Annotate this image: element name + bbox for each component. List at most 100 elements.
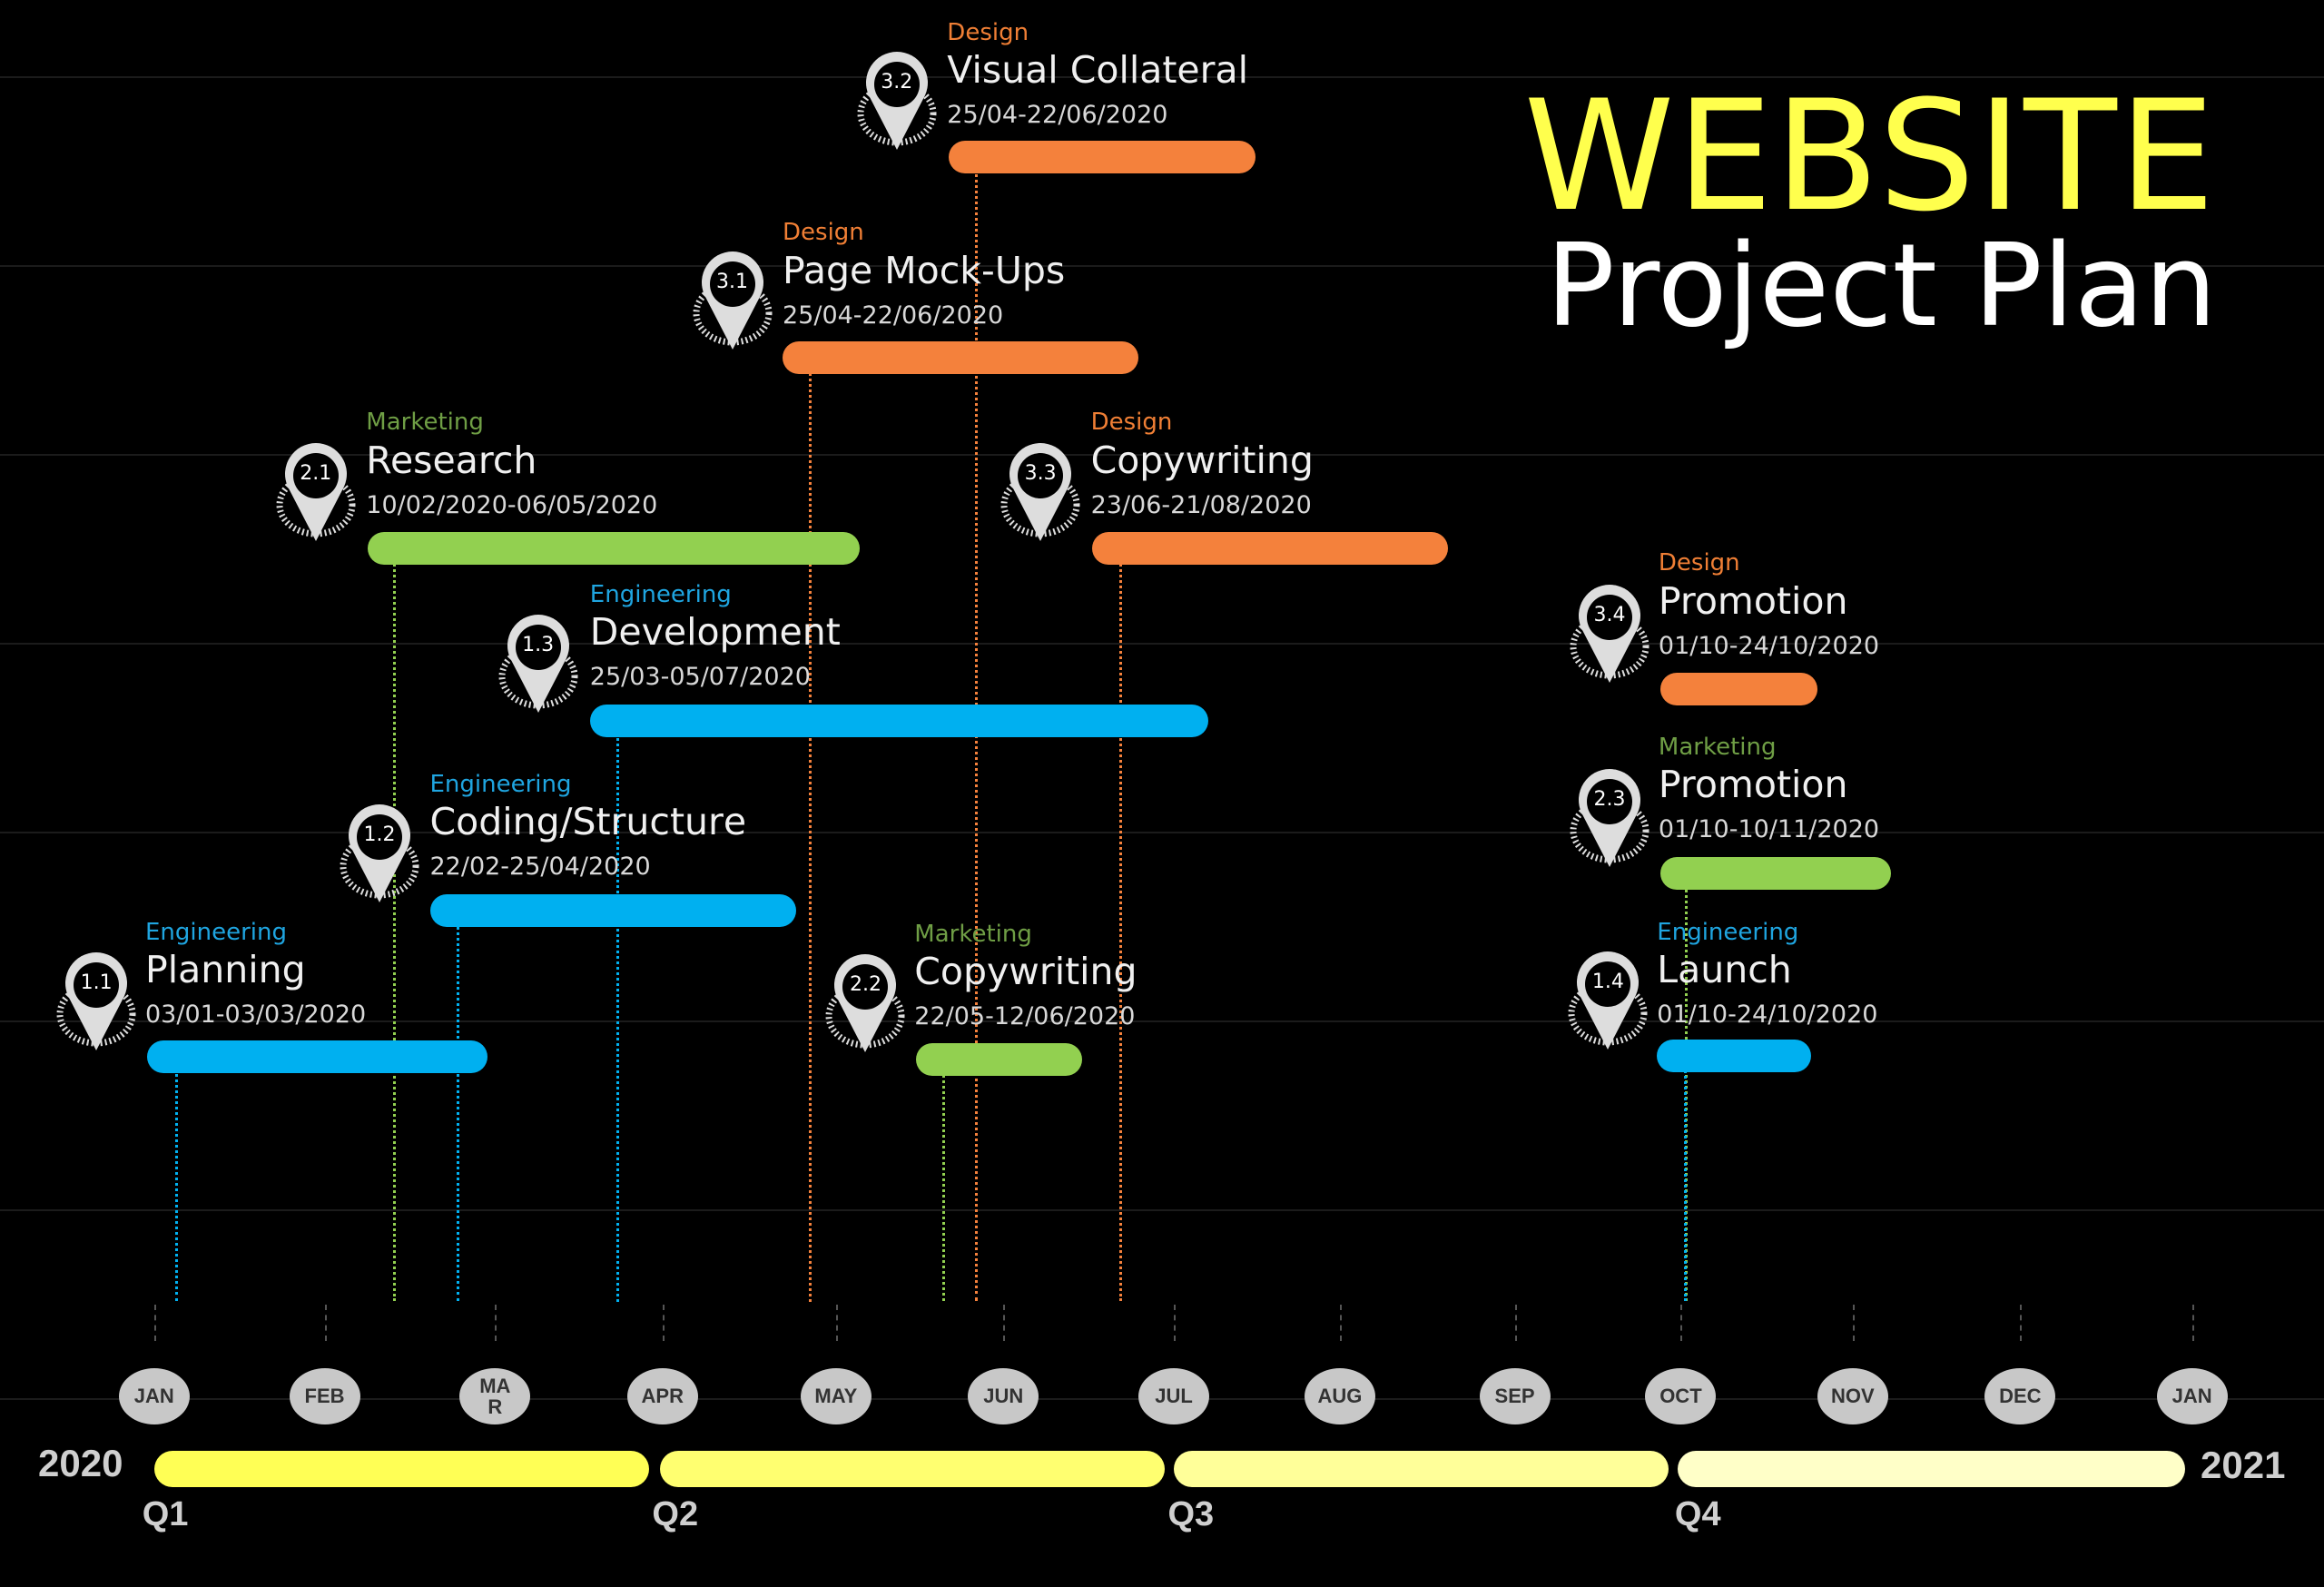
- task-dates: 10/02/2020-: [366, 490, 517, 519]
- task-dates-row: 22/05-12/06/2020: [914, 1000, 1135, 1033]
- task-dates-row: 25/04-22/06/2020: [947, 99, 1167, 132]
- task-category: Marketing: [914, 920, 1032, 948]
- task-title-row: Page Mock-Ups: [783, 248, 1066, 292]
- task-1.4-bar[interactable]: [1657, 1039, 1812, 1072]
- task-3.4-bar[interactable]: [1659, 673, 1817, 706]
- month-marker: SEP: [1479, 1367, 1551, 1424]
- task-dates-row: 10/02/2020- 06/05/2020: [366, 489, 657, 522]
- task-title: Research: [366, 438, 537, 482]
- task-3.3-bar[interactable]: [1092, 532, 1449, 566]
- month-tick: [2191, 1304, 2194, 1341]
- map-pin-icon: [339, 801, 420, 910]
- quarter-label: Q3: [1167, 1495, 1215, 1534]
- task-dates-row: 25/04-22/06/2020: [783, 300, 1003, 332]
- task-title-row: Copywriting: [914, 949, 1137, 993]
- task-dates: 03/01-03/03/2020: [145, 1000, 367, 1030]
- task-2.3-guide-line: [1685, 872, 1689, 1302]
- month-marker: JAN: [2156, 1367, 2228, 1424]
- quarter-label: Q4: [1674, 1495, 1721, 1534]
- task-title: Coding/Structur: [429, 799, 724, 843]
- quarter-bar-q4: [1678, 1450, 2185, 1487]
- task-2.1-guide-line: [392, 548, 396, 1302]
- month-tick: [835, 1304, 838, 1341]
- task-dates-row: 01/10-24/10/2020: [1659, 630, 1879, 663]
- task-2.3-bar[interactable]: [1659, 856, 1892, 890]
- task-title: Copywriting: [914, 949, 1137, 993]
- map-pin-icon: [1567, 948, 1649, 1057]
- title-project-plan: Project Plan: [1545, 219, 2217, 352]
- task-2.1-bar[interactable]: [367, 532, 860, 566]
- month-marker: APR: [626, 1367, 698, 1424]
- task-dates: 22/05-12/06/2020: [914, 1002, 1136, 1030]
- task-1.3-bar[interactable]: [589, 704, 1208, 737]
- task-number: 2.2: [849, 972, 881, 996]
- task-2.2-guide-line: [942, 1060, 946, 1302]
- task-1.2-bar[interactable]: [429, 893, 796, 927]
- task-dates-row: 25/03-05/07/2020: [590, 661, 811, 694]
- month-marker: JUN: [968, 1367, 1039, 1424]
- month-tick: [662, 1304, 665, 1341]
- task-3.1-bar[interactable]: [783, 340, 1138, 374]
- start-year-label: 2020: [38, 1442, 123, 1484]
- task-category: Engineering: [429, 770, 572, 798]
- task-title-row: Coding/Structur e: [430, 803, 747, 841]
- month-marker: NOV: [1817, 1367, 1888, 1424]
- map-pin-icon: [55, 949, 137, 1058]
- task-title-row: Promotion: [1658, 578, 1848, 623]
- task-title: Visual Collateral: [947, 48, 1249, 93]
- task-dates: 25/03-05/07/2020: [589, 663, 811, 692]
- task-dates: 01/10-10/11/2020: [1658, 815, 1880, 844]
- task-title-row: Research: [366, 438, 537, 482]
- task-category: Design: [783, 219, 864, 247]
- task-title-row: Launch: [1657, 951, 1791, 989]
- task-3.3-guide-line: [1118, 548, 1122, 1302]
- title-website: WEBSITE: [1523, 67, 2217, 245]
- task-number: 2.3: [1593, 787, 1626, 811]
- task-3.2-bar[interactable]: [948, 141, 1256, 174]
- task-dates-row: 23/06-21/08/2020: [1091, 489, 1312, 522]
- quarter-label: Q1: [142, 1495, 189, 1534]
- task-2.2-bar[interactable]: [916, 1043, 1082, 1077]
- task-category: Marketing: [1658, 733, 1777, 761]
- task-dates: 22/02-25/04/2020: [429, 853, 651, 882]
- task-category: Engineering: [1657, 918, 1799, 946]
- task-title: Page Mock-Ups: [783, 248, 1066, 292]
- quarter-bar-q2: [659, 1450, 1166, 1487]
- map-pin-icon: [1569, 581, 1650, 690]
- task-title-row: Development: [589, 609, 841, 654]
- task-title: Planning: [145, 948, 306, 992]
- task-1.1-bar[interactable]: [146, 1040, 488, 1074]
- task-dates: 01/10-24/10/2020: [1658, 631, 1880, 660]
- task-dates: 01/10-24/10/2020: [1657, 1000, 1878, 1030]
- task-category: Design: [1090, 409, 1173, 437]
- month-marker: DEC: [1984, 1367, 2056, 1424]
- task-dates: 25/04-22/06/2020: [783, 301, 1004, 330]
- month-marker: AUG: [1304, 1367, 1375, 1424]
- task-title: Copywriting: [1090, 438, 1314, 482]
- task-number: 1.3: [522, 634, 555, 657]
- map-pin-icon: [692, 248, 773, 357]
- task-1.3-guide-line: [616, 720, 620, 1302]
- task-number: 3.1: [716, 271, 749, 294]
- month-tick: [1174, 1304, 1177, 1341]
- month-marker: MA R: [459, 1367, 531, 1424]
- task-category: Engineering: [589, 580, 732, 608]
- task-title-row: Promotion: [1659, 766, 1848, 803]
- task-category: Marketing: [366, 409, 484, 437]
- month-tick: [2020, 1304, 2023, 1341]
- end-year-label: 2021: [2201, 1444, 2286, 1486]
- month-marker: MAY: [800, 1367, 872, 1424]
- task-number: 2.1: [300, 461, 332, 485]
- task-number: 3.3: [1024, 461, 1057, 485]
- task-title: Promotion: [1658, 578, 1848, 623]
- task-number: 1.2: [363, 823, 396, 847]
- map-pin-icon: [856, 48, 938, 157]
- task-dates: 23/06-21/08/2020: [1090, 490, 1312, 519]
- month-marker: FEB: [289, 1367, 360, 1424]
- map-pin-icon: [497, 611, 579, 720]
- quarter-bar-q1: [153, 1450, 650, 1487]
- task-title: Development: [589, 609, 841, 654]
- map-pin-icon: [275, 439, 357, 548]
- task-title-row: Visual Collateral: [947, 52, 1248, 89]
